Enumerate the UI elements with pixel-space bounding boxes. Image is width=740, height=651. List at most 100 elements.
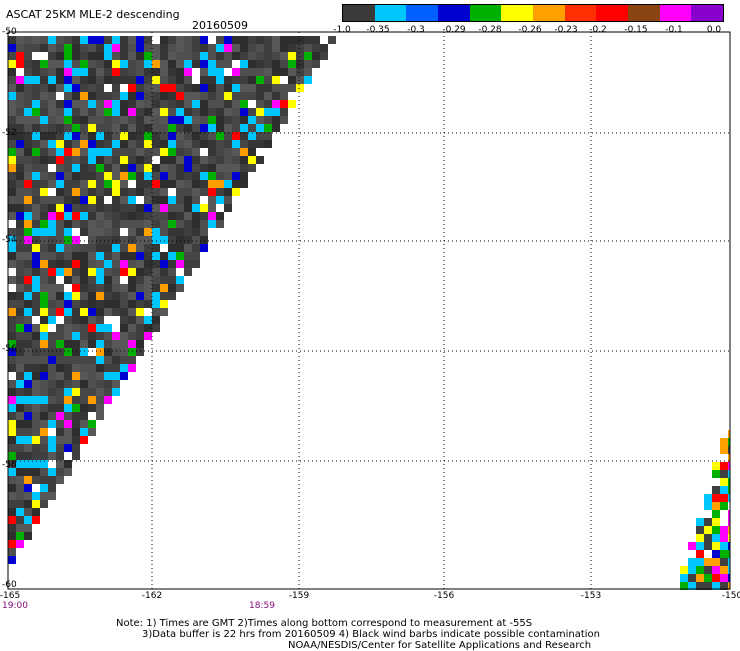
swath-cell xyxy=(48,76,56,84)
swath-cell xyxy=(176,164,184,172)
swath-cell xyxy=(184,148,192,156)
swath-cell xyxy=(720,494,728,502)
swath-cell xyxy=(176,68,184,76)
swath-cell xyxy=(88,44,96,52)
swath-cell xyxy=(32,516,40,524)
swath-cell xyxy=(232,76,240,84)
swath-cell xyxy=(80,260,88,268)
swath-cell xyxy=(136,140,144,148)
swath-cell xyxy=(232,124,240,132)
swath-cell xyxy=(136,164,144,172)
swath-cell xyxy=(64,108,72,116)
legend-tick-label: -0.29 xyxy=(442,25,466,35)
swath-cell xyxy=(128,236,136,244)
swath-cell xyxy=(136,284,144,292)
swath-cell xyxy=(96,44,104,52)
swath-cell xyxy=(152,300,160,308)
swath-cell xyxy=(192,60,200,68)
swath-cell xyxy=(48,268,56,276)
swath-cell xyxy=(72,260,80,268)
swath-cell xyxy=(240,68,248,76)
swath-cell xyxy=(104,116,112,124)
swath-cell xyxy=(224,116,232,124)
swath-cell xyxy=(16,484,24,492)
swath-cell xyxy=(48,188,56,196)
swath-cell xyxy=(152,76,160,84)
swath-cell xyxy=(72,100,80,108)
swath-cell xyxy=(728,550,730,558)
swath-cell xyxy=(48,60,56,68)
swath-cell xyxy=(288,68,296,76)
swath-cell xyxy=(160,84,168,92)
swath-cell xyxy=(704,510,712,518)
swath-cell xyxy=(8,364,16,372)
swath-cell xyxy=(144,156,152,164)
swath-cell xyxy=(136,156,144,164)
swath-cell xyxy=(8,116,16,124)
swath-cell xyxy=(64,444,72,452)
swath-cell xyxy=(304,36,312,44)
swath-cell xyxy=(232,60,240,68)
swath-cell xyxy=(120,100,128,108)
swath-cell xyxy=(168,60,176,68)
swath-cell xyxy=(56,44,64,52)
swath-cell xyxy=(144,204,152,212)
swath-cell xyxy=(208,188,216,196)
swath-cell xyxy=(48,436,56,444)
lat-label: -54 xyxy=(2,235,17,245)
swath-cell xyxy=(104,148,112,156)
swath-cell xyxy=(64,124,72,132)
swath-cell xyxy=(192,212,200,220)
swath-cell xyxy=(104,204,112,212)
swath-cell xyxy=(72,428,80,436)
swath-cell xyxy=(160,172,168,180)
swath-cell xyxy=(712,582,720,590)
swath-cell xyxy=(96,84,104,92)
swath-cell xyxy=(32,212,40,220)
swath-cell xyxy=(32,460,40,468)
swath-cell xyxy=(232,164,240,172)
swath-cell xyxy=(32,156,40,164)
swath-cell xyxy=(96,236,104,244)
swath-cell xyxy=(176,116,184,124)
swath-cell xyxy=(224,76,232,84)
swath-cell xyxy=(704,574,712,582)
swath-cell xyxy=(16,204,24,212)
swath-cell xyxy=(312,44,320,52)
swath-cell xyxy=(40,92,48,100)
swath-cell xyxy=(192,220,200,228)
swath-cell xyxy=(8,156,16,164)
swath-cell xyxy=(88,100,96,108)
swath-cell xyxy=(56,228,64,236)
swath-cell xyxy=(152,260,160,268)
swath-cell xyxy=(256,108,264,116)
swath-cell xyxy=(104,252,112,260)
swath-cell xyxy=(96,92,104,100)
swath-cell xyxy=(144,92,152,100)
swath-cell xyxy=(704,542,712,550)
swath-cell xyxy=(96,316,104,324)
swath-cell xyxy=(240,108,248,116)
swath-cell xyxy=(80,300,88,308)
swath-cell xyxy=(120,236,128,244)
swath-cell xyxy=(16,156,24,164)
swath-cell xyxy=(88,204,96,212)
swath-cell xyxy=(152,204,160,212)
legend-swatch xyxy=(628,5,660,21)
swath-cell xyxy=(56,396,64,404)
swath-cell xyxy=(104,60,112,68)
swath-cell xyxy=(256,92,264,100)
swath-cell xyxy=(88,124,96,132)
swath-cell xyxy=(128,156,136,164)
swath-cell xyxy=(704,566,712,574)
swath-cell xyxy=(152,236,160,244)
swath-cell xyxy=(176,132,184,140)
swath-cell xyxy=(136,132,144,140)
note-line-1: Note: 1) Times are GMT 2)Times along bot… xyxy=(116,618,533,629)
swath-cell xyxy=(96,68,104,76)
swath-cell xyxy=(8,444,16,452)
swath-cell xyxy=(224,196,232,204)
page-date: 20160509 xyxy=(192,19,248,32)
swath-cell xyxy=(32,380,40,388)
swath-cell xyxy=(184,36,192,44)
